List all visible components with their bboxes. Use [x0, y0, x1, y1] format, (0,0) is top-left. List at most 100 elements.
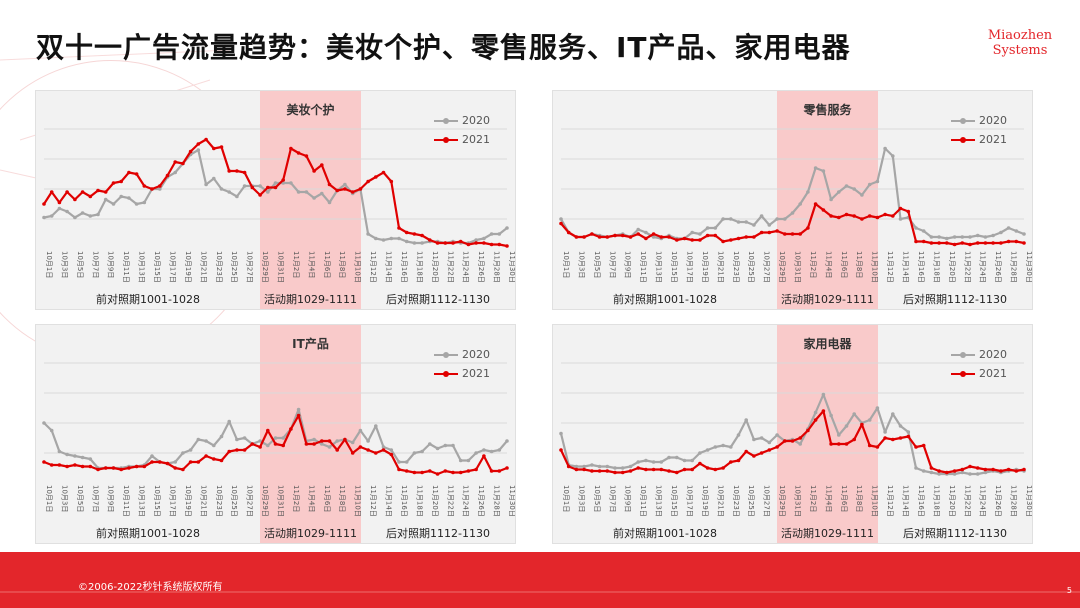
data-point-2020 [273, 436, 278, 440]
data-point-2020 [1006, 226, 1011, 230]
data-point-2021 [883, 212, 887, 217]
data-point-2021 [250, 442, 255, 446]
data-point-2020 [212, 176, 216, 181]
data-point-2021 [605, 235, 610, 239]
x-tick-label: 10月23日 [732, 251, 740, 283]
data-point-2020 [937, 235, 941, 239]
x-tick-label: 10月31日 [794, 251, 802, 283]
data-point-2021 [320, 439, 324, 443]
data-point-2021 [173, 466, 177, 470]
data-point-2021 [304, 442, 309, 446]
data-point-2021 [844, 212, 849, 217]
data-point-2021 [474, 241, 478, 245]
data-point-2021 [852, 437, 856, 442]
data-point-2020 [891, 154, 895, 158]
data-point-2021 [929, 241, 934, 245]
data-point-2020 [281, 436, 285, 440]
x-tick-label: 10月13日 [138, 251, 146, 283]
data-point-2020 [289, 181, 293, 185]
data-point-2021 [335, 188, 340, 193]
x-tick-label: 11月20日 [948, 485, 956, 517]
x-tick-label: 11月6日 [840, 251, 848, 278]
data-point-2021 [389, 179, 394, 184]
data-point-2021 [644, 467, 648, 472]
x-tick-label: 11月20日 [431, 485, 439, 517]
data-point-2020 [258, 439, 262, 443]
data-point-2021 [281, 443, 285, 448]
data-point-2021 [49, 190, 54, 194]
data-point-2021 [173, 160, 177, 164]
data-point-2021 [358, 187, 363, 191]
logo-line2: Systems [992, 43, 1048, 58]
data-point-2020 [620, 466, 625, 470]
x-tick-label: 10月1日 [562, 251, 570, 278]
data-point-2021 [582, 235, 586, 239]
x-tick-label: 10月25日 [230, 485, 238, 517]
x-tick-label: 10月1日 [562, 485, 570, 512]
data-point-2021 [867, 443, 872, 448]
data-point-2021 [636, 232, 640, 236]
data-point-2020 [73, 454, 77, 458]
x-tick-label: 11月28日 [1010, 485, 1018, 517]
data-point-2020 [952, 235, 957, 239]
data-point-2021 [914, 445, 918, 449]
x-tick-label: 11月30日 [1025, 251, 1032, 283]
data-point-2020 [613, 466, 617, 470]
data-point-2021 [235, 169, 239, 173]
data-point-2021 [937, 241, 941, 245]
data-point-2021 [705, 233, 710, 238]
data-point-2020 [867, 418, 872, 422]
data-point-2021 [875, 445, 880, 449]
x-tick-label: 11月10日 [871, 251, 879, 283]
legend-item-2021: 2021 [951, 364, 1007, 383]
data-point-2020 [242, 184, 247, 188]
chart-title: IT产品 [292, 337, 329, 351]
chart-legend: 2020 2021 [951, 111, 1007, 149]
x-tick-label: 10月15日 [153, 251, 161, 283]
x-tick-label: 10月5日 [593, 251, 601, 278]
x-tick-label: 10月25日 [230, 251, 238, 283]
period-label: 活动期1029-1111 [264, 293, 357, 306]
x-tick-label: 11月14日 [902, 485, 910, 517]
data-point-2020 [49, 214, 54, 218]
x-tick-label: 10月19日 [184, 251, 192, 283]
data-point-2021 [219, 458, 224, 463]
data-point-2020 [952, 472, 957, 476]
data-point-2020 [736, 220, 741, 224]
data-point-2020 [559, 431, 563, 436]
x-tick-label: 10月31日 [277, 485, 285, 517]
x-tick-label: 10月13日 [655, 485, 663, 517]
x-tick-label: 11月30日 [1025, 485, 1032, 517]
data-point-2021 [327, 182, 332, 187]
data-point-2021 [158, 460, 162, 464]
data-point-2021 [96, 467, 100, 472]
legend-item-2021: 2021 [434, 130, 490, 149]
x-tick-label: 11月12日 [369, 251, 377, 283]
data-point-2020 [852, 187, 856, 191]
x-tick-label: 10月11日 [122, 251, 130, 283]
x-tick-label: 11月6日 [840, 485, 848, 512]
data-point-2021 [999, 241, 1003, 245]
data-point-2021 [381, 448, 386, 452]
chart-legend: 2020 2021 [434, 111, 490, 149]
data-point-2021 [991, 241, 995, 245]
data-point-2021 [906, 434, 911, 439]
x-tick-label: 10月3日 [577, 485, 585, 512]
data-point-2020 [852, 412, 856, 416]
data-point-2021 [212, 146, 216, 151]
data-point-2020 [173, 460, 177, 464]
x-tick-label: 10月29日 [261, 251, 269, 283]
data-point-2021 [798, 436, 802, 440]
legend-item-2020: 2020 [951, 345, 1007, 364]
x-tick-label: 11月6日 [323, 485, 331, 512]
data-point-2021 [327, 439, 332, 443]
x-tick-label: 10月5日 [76, 251, 84, 278]
data-point-2020 [428, 442, 432, 446]
data-point-2020 [698, 232, 702, 236]
legend-item-2021: 2021 [434, 364, 490, 383]
data-point-2021 [73, 197, 77, 202]
period-label: 活动期1029-1111 [781, 293, 874, 306]
data-point-2021 [227, 449, 231, 454]
data-point-2020 [96, 212, 100, 217]
data-point-2021 [204, 454, 208, 458]
